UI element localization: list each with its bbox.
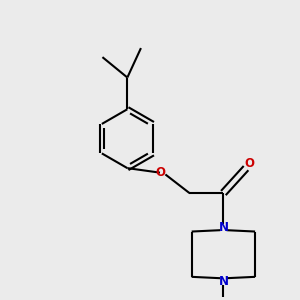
Text: N: N xyxy=(218,275,228,288)
Text: F: F xyxy=(0,299,1,300)
Text: N: N xyxy=(218,220,228,233)
Text: O: O xyxy=(155,166,165,179)
Text: O: O xyxy=(244,157,254,170)
